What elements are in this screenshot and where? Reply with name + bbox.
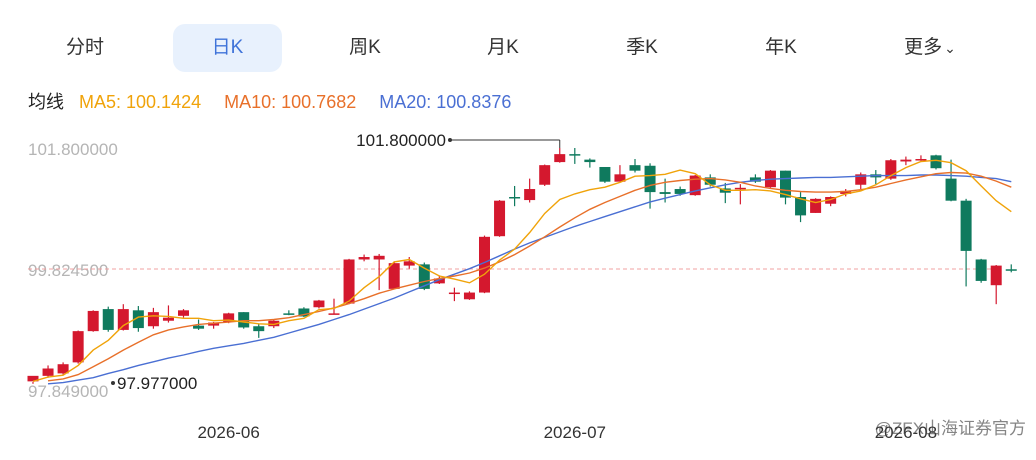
candle	[614, 174, 626, 182]
chevron-down-icon: ⌄	[944, 40, 956, 56]
tab-more-label: 更多	[904, 37, 943, 58]
tab-weekly-k[interactable]: 周K	[349, 37, 381, 58]
candle	[283, 313, 295, 315]
ma5-line	[32, 159, 1012, 383]
candle	[87, 310, 99, 332]
candle	[193, 325, 205, 329]
ma-legend: 均线 MA5: 100.1424 MA10: 100.7682 MA20: 10…	[28, 88, 529, 112]
moving-average-lines	[32, 159, 1012, 385]
candles	[27, 148, 1017, 384]
tab-quarterly-k[interactable]: 季K	[626, 37, 658, 58]
candle	[945, 178, 957, 201]
legend-ma10: MA10: 100.7682	[224, 92, 357, 112]
candle	[900, 159, 912, 162]
x-axis-label: 2026-07	[544, 423, 606, 442]
candle	[463, 292, 475, 300]
max-price-label: 101.800000	[356, 131, 446, 150]
candle	[178, 310, 189, 316]
candle	[313, 300, 325, 308]
period-tabs: 分时 日K 周K 月K 季K 年K 更多 ⌄	[0, 24, 1036, 74]
min-price-label: 97.977000	[117, 374, 197, 393]
candle	[208, 322, 220, 326]
watermark-text: @ZFX山海证券官方	[875, 419, 1026, 438]
annotations: 101.800000 97.977000	[111, 131, 561, 393]
ma10-line	[47, 171, 1012, 382]
candle	[42, 368, 54, 376]
candle	[734, 187, 746, 190]
x-axis-labels: 2026-06 2026-07 2026-08	[197, 423, 937, 442]
candle	[855, 174, 867, 185]
legend-ma5: MA5: 100.1424	[79, 92, 202, 112]
candle	[915, 159, 927, 161]
candle	[418, 264, 430, 289]
candle	[584, 159, 596, 163]
candle	[644, 165, 656, 193]
candle	[825, 197, 837, 204]
candle	[403, 261, 415, 266]
tab-daily-k[interactable]: 日K	[173, 24, 282, 72]
candle	[629, 165, 641, 171]
y-axis-label: 99.824500	[28, 261, 108, 280]
y-axis-labels: 101.800000 99.824500 97.849000	[28, 140, 118, 401]
candle	[810, 198, 822, 213]
candle	[930, 155, 942, 169]
candle	[659, 192, 671, 194]
candle	[132, 310, 144, 329]
candle	[147, 312, 159, 327]
candle	[253, 326, 265, 332]
candle	[223, 313, 235, 322]
y-axis-label: 101.800000	[28, 140, 118, 159]
candle	[343, 259, 355, 304]
candle	[1005, 269, 1017, 271]
max-marker-dot	[448, 138, 452, 142]
candle	[689, 175, 701, 196]
tab-monthly-k[interactable]: 月K	[487, 37, 519, 58]
candle	[388, 263, 400, 289]
candle	[554, 154, 566, 163]
candle	[117, 309, 129, 330]
min-marker-dot	[111, 381, 115, 385]
x-axis-label: 2026-08	[875, 423, 937, 442]
candle	[448, 292, 460, 295]
candle	[885, 160, 897, 179]
candle	[840, 190, 852, 194]
candle	[373, 255, 385, 260]
candle	[268, 320, 280, 327]
candle	[298, 308, 310, 317]
candle	[975, 259, 987, 281]
candle	[960, 200, 972, 251]
candle	[494, 200, 506, 237]
legend-ma20: MA20: 100.8376	[379, 92, 512, 112]
legend-title: 均线	[28, 92, 64, 112]
tab-intraday[interactable]: 分时	[65, 37, 104, 58]
candle	[162, 317, 174, 321]
candle	[72, 331, 84, 363]
candle	[328, 313, 340, 315]
candle	[674, 189, 686, 194]
watermark: @ZFX山海证券官方	[875, 419, 1026, 438]
candle	[238, 312, 250, 328]
candle	[433, 278, 445, 284]
candle	[795, 197, 807, 216]
candle	[102, 309, 114, 330]
ma20-line	[47, 174, 1012, 385]
candle	[479, 236, 490, 293]
tab-yearly-k[interactable]: 年K	[765, 37, 797, 58]
candle	[990, 265, 1002, 286]
tab-more[interactable]: 更多 ⌄	[880, 24, 980, 72]
candle	[704, 177, 716, 185]
x-axis-label: 2026-06	[197, 423, 259, 442]
candle	[524, 189, 536, 201]
candle	[569, 154, 581, 156]
candle	[780, 170, 791, 198]
candle	[539, 165, 551, 185]
candle	[27, 375, 39, 382]
candle	[358, 257, 370, 260]
y-axis-label: 97.849000	[28, 382, 108, 401]
candle	[57, 364, 69, 374]
candle	[749, 177, 761, 182]
candle	[509, 197, 521, 199]
candle	[599, 166, 611, 182]
